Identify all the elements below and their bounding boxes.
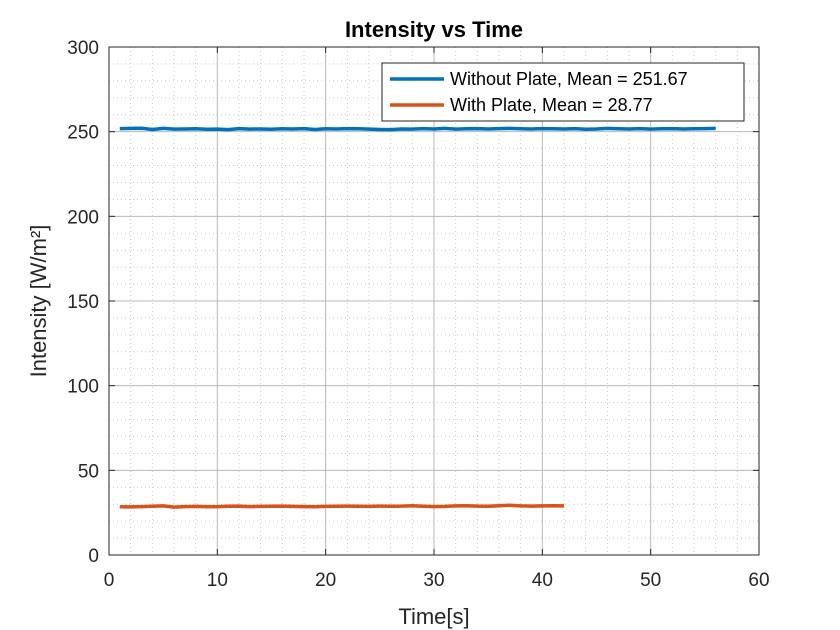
x-axis-label: Time[s]: [398, 604, 469, 629]
series-line-2: [119, 503, 565, 509]
y-tick-label: 0: [88, 546, 99, 567]
y-tick-label: 250: [67, 123, 99, 144]
y-axis-label: Intensity [W/m²]: [26, 225, 51, 378]
x-tick-label: 10: [207, 570, 228, 591]
legend-label-1: Without Plate, Mean = 251.67: [450, 69, 688, 89]
y-tick-label: 200: [67, 207, 99, 228]
legend[interactable]: Without Plate, Mean = 251.67 With Plate, …: [381, 62, 745, 122]
y-tick-label: 100: [67, 377, 99, 398]
x-tick-label: 0: [104, 570, 115, 591]
x-tick-label: 20: [315, 570, 336, 591]
x-tick-label: 40: [532, 570, 553, 591]
series-line-1: [119, 126, 716, 132]
series-layer: [119, 126, 716, 509]
y-tick-label: 300: [67, 38, 99, 59]
y-tick-label: 50: [78, 461, 99, 482]
ticks-layer: 0 10 20 30 40 50 60 0 50 100 150 200 250 300: [67, 38, 769, 591]
legend-box: [381, 62, 745, 122]
y-tick-label: 150: [67, 292, 99, 313]
legend-label-2: With Plate, Mean = 28.77: [450, 95, 653, 115]
x-tick-label: 50: [640, 570, 661, 591]
chart-title: Intensity vs Time: [345, 17, 523, 42]
x-tick-label: 30: [423, 570, 444, 591]
x-tick-label: 60: [748, 570, 769, 591]
